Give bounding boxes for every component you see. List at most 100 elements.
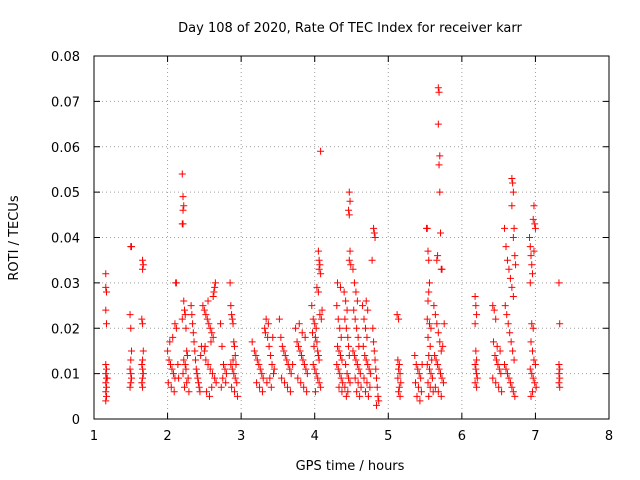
data-point — [268, 361, 276, 369]
data-point — [417, 374, 425, 382]
data-point — [492, 379, 500, 387]
y-tick-label: 0.06 — [51, 141, 80, 156]
data-point — [430, 302, 438, 310]
data-point — [102, 270, 110, 278]
data-point — [333, 361, 341, 369]
data-point — [184, 374, 192, 382]
data-point — [509, 347, 517, 355]
data-point — [530, 202, 538, 210]
data-point — [361, 324, 369, 332]
data-point — [425, 392, 433, 400]
data-point — [433, 256, 441, 264]
data-point — [190, 338, 198, 346]
data-point — [248, 338, 256, 346]
data-point — [283, 356, 291, 364]
data-point — [218, 342, 226, 350]
data-point — [506, 329, 514, 337]
data-point — [201, 342, 209, 350]
data-point — [344, 333, 352, 341]
data-point — [471, 379, 479, 387]
data-point — [437, 347, 445, 355]
data-point — [228, 383, 236, 391]
data-point — [341, 315, 349, 323]
data-point — [336, 351, 344, 359]
data-point — [179, 220, 187, 228]
data-point — [103, 374, 111, 382]
data-point — [508, 383, 516, 391]
data-point — [334, 342, 342, 350]
data-point — [334, 365, 342, 373]
data-point — [373, 401, 381, 409]
data-point — [472, 347, 480, 355]
data-point — [425, 256, 433, 264]
data-point — [509, 179, 517, 187]
data-point — [265, 342, 273, 350]
data-point — [139, 320, 147, 328]
data-point — [432, 356, 440, 364]
data-point — [495, 383, 503, 391]
data-point — [495, 365, 503, 373]
data-point — [528, 261, 536, 269]
data-point — [181, 361, 189, 369]
data-point — [367, 370, 375, 378]
data-point — [170, 388, 178, 396]
data-point — [309, 329, 317, 337]
data-point — [195, 383, 203, 391]
data-point — [412, 379, 420, 387]
data-point — [374, 392, 382, 400]
y-tick-label: 0.03 — [51, 277, 80, 292]
data-point — [139, 370, 147, 378]
data-point — [206, 324, 214, 332]
data-point — [202, 311, 210, 319]
y-tick-label: 0.05 — [51, 186, 80, 201]
data-point — [528, 320, 536, 328]
data-point — [425, 351, 433, 359]
data-point — [228, 315, 236, 323]
data-point — [180, 297, 188, 305]
data-point — [342, 361, 350, 369]
data-point — [528, 388, 536, 396]
data-point — [219, 374, 227, 382]
data-point — [555, 370, 563, 378]
data-point — [207, 338, 215, 346]
data-point — [472, 365, 480, 373]
data-point — [371, 356, 379, 364]
data-point — [350, 306, 358, 314]
data-point — [179, 370, 187, 378]
data-point — [318, 306, 326, 314]
data-point — [342, 324, 350, 332]
data-point — [489, 374, 497, 382]
data-point — [302, 365, 310, 373]
data-point — [336, 283, 344, 291]
data-point — [203, 315, 211, 323]
data-point — [427, 370, 435, 378]
data-point — [503, 256, 511, 264]
y-tick-label: 0 — [72, 413, 80, 428]
data-point — [103, 320, 111, 328]
data-point — [362, 297, 370, 305]
data-point — [473, 356, 481, 364]
data-point — [189, 320, 197, 328]
data-point — [370, 229, 378, 237]
data-point — [363, 379, 371, 387]
data-point — [128, 243, 136, 251]
data-point — [363, 333, 371, 341]
data-point — [529, 215, 537, 223]
data-point — [393, 311, 401, 319]
data-point — [333, 302, 341, 310]
data-point — [102, 379, 110, 387]
data-point — [436, 338, 444, 346]
data-point — [172, 279, 180, 287]
data-point — [434, 120, 442, 128]
data-point — [164, 347, 172, 355]
data-point — [397, 379, 405, 387]
grid-lines — [94, 56, 609, 419]
data-point — [281, 351, 289, 359]
data-point — [436, 152, 444, 160]
data-point — [228, 365, 236, 373]
data-point — [180, 383, 188, 391]
data-point — [102, 388, 110, 396]
data-point — [435, 88, 443, 96]
data-point — [314, 347, 322, 355]
data-point — [364, 361, 372, 369]
